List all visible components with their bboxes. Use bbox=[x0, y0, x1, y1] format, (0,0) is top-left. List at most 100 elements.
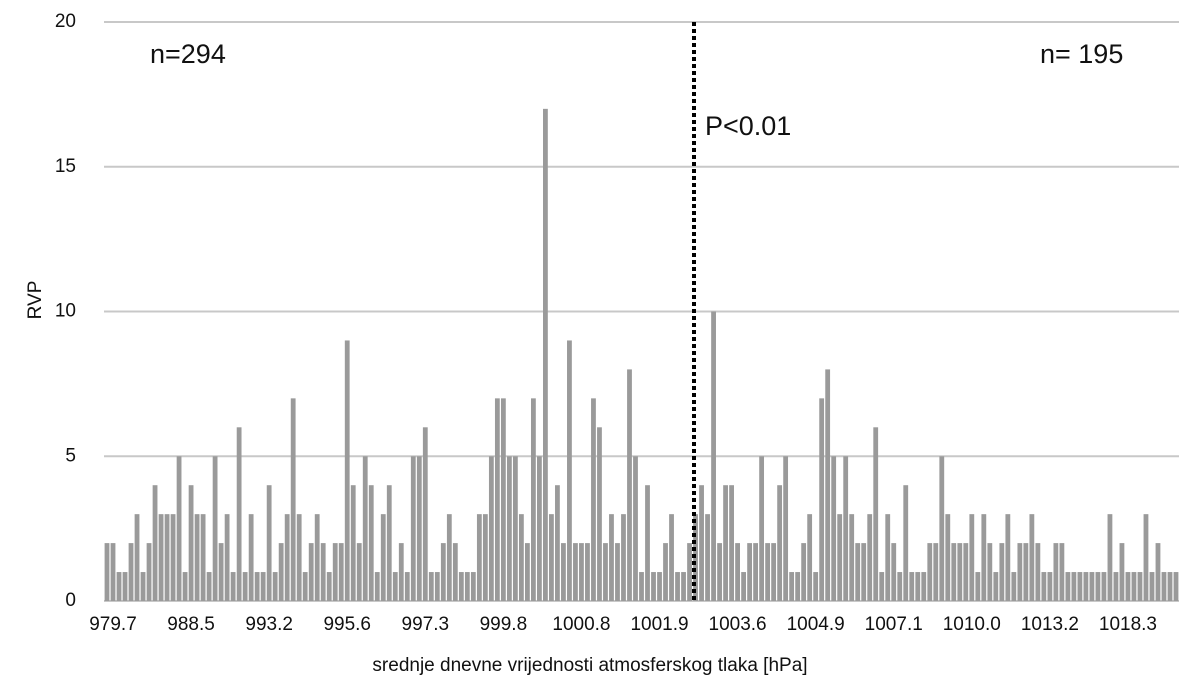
bar bbox=[440, 543, 446, 601]
x-tick-label: 1003.6 bbox=[709, 614, 767, 635]
y-tick-label: 15 bbox=[55, 156, 76, 177]
bar bbox=[188, 485, 194, 601]
x-tick-label: 1000.8 bbox=[552, 614, 610, 635]
bar bbox=[1131, 572, 1137, 601]
bar bbox=[1095, 572, 1101, 601]
x-tick-label: 1010.0 bbox=[943, 614, 1001, 635]
bar bbox=[1041, 572, 1047, 601]
bar bbox=[921, 572, 927, 601]
bar bbox=[332, 543, 338, 601]
bar bbox=[248, 514, 254, 601]
bar bbox=[1143, 514, 1149, 601]
bar bbox=[543, 108, 548, 601]
bar bbox=[326, 572, 332, 601]
bar bbox=[609, 514, 614, 601]
bar bbox=[987, 543, 993, 601]
bar bbox=[206, 572, 212, 601]
bar bbox=[753, 543, 759, 601]
bar bbox=[404, 572, 410, 601]
bar bbox=[933, 543, 939, 601]
bar bbox=[452, 543, 458, 601]
bar bbox=[873, 427, 879, 601]
bar bbox=[476, 514, 482, 601]
bar bbox=[1047, 572, 1053, 601]
bar bbox=[284, 514, 290, 601]
bar bbox=[885, 514, 891, 601]
bar bbox=[104, 543, 110, 601]
annotation: n= 195 bbox=[1040, 39, 1123, 69]
bar bbox=[314, 514, 320, 601]
bar bbox=[549, 514, 554, 601]
bar bbox=[158, 514, 164, 601]
bar bbox=[386, 485, 392, 601]
bar bbox=[512, 456, 518, 601]
bar bbox=[585, 543, 590, 601]
bar bbox=[621, 514, 626, 601]
bar bbox=[290, 398, 296, 601]
bar bbox=[597, 427, 602, 601]
bar bbox=[573, 543, 578, 601]
bar bbox=[795, 572, 801, 601]
bar bbox=[434, 572, 440, 601]
bar bbox=[344, 340, 350, 601]
bar bbox=[981, 514, 987, 601]
bar bbox=[951, 543, 957, 601]
bar bbox=[164, 514, 170, 601]
bar bbox=[927, 543, 933, 601]
bar bbox=[128, 543, 134, 601]
bar bbox=[999, 543, 1005, 601]
bar bbox=[903, 485, 909, 601]
bar bbox=[663, 543, 668, 601]
bar bbox=[1107, 514, 1113, 601]
bar bbox=[1053, 543, 1059, 601]
annotation: n=294 bbox=[150, 39, 226, 69]
bar bbox=[771, 543, 777, 601]
bar bbox=[296, 514, 302, 601]
bar bbox=[200, 514, 206, 601]
bar bbox=[579, 543, 584, 601]
bar bbox=[1101, 572, 1107, 601]
bar bbox=[428, 572, 434, 601]
bar bbox=[837, 514, 843, 601]
bar bbox=[278, 543, 284, 601]
bar bbox=[1071, 572, 1077, 601]
bar bbox=[651, 572, 656, 601]
bar bbox=[675, 572, 680, 601]
bar bbox=[807, 514, 813, 601]
bar bbox=[783, 456, 789, 601]
bar bbox=[134, 514, 140, 601]
bar bbox=[825, 369, 831, 601]
bar bbox=[633, 456, 638, 601]
bar bbox=[356, 543, 362, 601]
bar bbox=[627, 369, 632, 601]
bar bbox=[843, 456, 849, 601]
bar bbox=[699, 485, 704, 601]
bar bbox=[110, 543, 116, 601]
bar bbox=[537, 456, 542, 601]
x-tick-label: 999.8 bbox=[480, 614, 528, 635]
bar bbox=[218, 543, 224, 601]
bar bbox=[380, 514, 386, 601]
bar bbox=[561, 543, 566, 601]
bar bbox=[591, 398, 596, 601]
bar bbox=[897, 572, 903, 601]
bar bbox=[747, 543, 753, 601]
bar bbox=[1125, 572, 1131, 601]
bar bbox=[1119, 543, 1125, 601]
bar bbox=[765, 543, 771, 601]
bar bbox=[729, 485, 734, 601]
bar bbox=[567, 340, 572, 601]
bar bbox=[410, 456, 416, 601]
bar bbox=[362, 456, 368, 601]
bar bbox=[1011, 572, 1017, 601]
bar bbox=[615, 543, 620, 601]
bar bbox=[687, 543, 692, 601]
bar bbox=[254, 572, 260, 601]
bar bbox=[518, 514, 524, 601]
bar bbox=[1083, 572, 1089, 601]
bar bbox=[1137, 572, 1143, 601]
bar bbox=[891, 543, 897, 601]
y-tick-label: 5 bbox=[65, 445, 76, 466]
bar bbox=[1077, 572, 1083, 601]
bar bbox=[224, 514, 230, 601]
